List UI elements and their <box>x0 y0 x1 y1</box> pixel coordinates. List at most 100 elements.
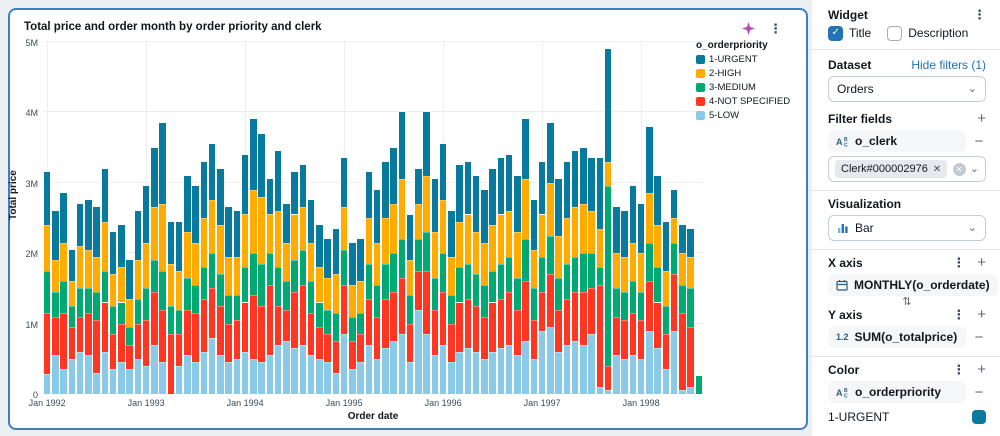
bar-segment[interactable] <box>464 348 471 394</box>
bar-segment[interactable] <box>580 203 587 254</box>
bar-segment[interactable] <box>679 284 686 314</box>
legend-item[interactable]: 1-URGENT <box>696 54 800 65</box>
legend-item[interactable]: 4-NOT SPECIFIED <box>696 96 800 107</box>
bar-segment[interactable] <box>258 133 265 197</box>
bar-segment[interactable] <box>596 386 603 394</box>
bar-segment[interactable] <box>415 309 422 394</box>
bar-segment[interactable] <box>629 186 636 243</box>
bar-segment[interactable] <box>604 390 612 394</box>
bar-segment[interactable] <box>613 288 620 317</box>
bar-segment[interactable] <box>373 284 381 317</box>
bar-segment[interactable] <box>52 291 59 317</box>
bar-segment[interactable] <box>687 288 694 328</box>
bar-segment[interactable] <box>431 277 438 310</box>
bar-segment[interactable] <box>505 291 513 345</box>
bar-segment[interactable] <box>151 207 158 261</box>
bar-segment[interactable] <box>604 186 612 366</box>
bar-segment[interactable] <box>580 253 587 292</box>
bar-segment[interactable] <box>159 309 166 363</box>
bar-segment[interactable] <box>126 298 133 328</box>
bar-segment[interactable] <box>340 249 348 285</box>
bar-segment[interactable] <box>43 225 51 271</box>
bar-segment[interactable] <box>505 256 513 292</box>
bar-segment[interactable] <box>596 284 603 387</box>
bar-segment[interactable] <box>679 225 686 254</box>
bar-segment[interactable] <box>431 232 438 278</box>
bar-segment[interactable] <box>250 295 257 359</box>
bar-segment[interactable] <box>167 334 174 394</box>
bar-segment[interactable] <box>637 320 645 359</box>
bar-segment[interactable] <box>497 348 504 394</box>
bar-segment[interactable] <box>233 210 240 257</box>
bar-segment[interactable] <box>439 291 447 345</box>
bar-segment[interactable] <box>109 274 117 306</box>
bar-segment[interactable] <box>448 362 455 394</box>
bar-segment[interactable] <box>85 313 92 356</box>
bar-segment[interactable] <box>175 334 183 366</box>
bar-segment[interactable] <box>654 225 661 268</box>
bar-segment[interactable] <box>93 320 100 373</box>
bar-segment[interactable] <box>299 344 306 394</box>
title-checkbox-box[interactable] <box>828 25 843 41</box>
bar-segment[interactable] <box>670 218 678 243</box>
bar-segment[interactable] <box>43 172 51 226</box>
bar-segment[interactable] <box>192 284 199 314</box>
remove-color-field-button[interactable]: − <box>974 383 984 401</box>
bar-segment[interactable] <box>299 207 306 250</box>
bar-segment[interactable] <box>241 302 249 352</box>
bar-segment[interactable] <box>175 221 183 271</box>
bar-segment[interactable] <box>596 158 603 229</box>
bar-segment[interactable] <box>266 179 273 215</box>
bar-segment[interactable] <box>365 172 372 218</box>
filter-value-combobox[interactable]: Clerk#000002976 ✕ ✕ ⌄ <box>828 156 986 182</box>
bar-segment[interactable] <box>109 232 117 275</box>
bar-segment[interactable] <box>225 323 232 363</box>
bar-segment[interactable] <box>60 313 67 370</box>
bar-segment[interactable] <box>134 323 141 359</box>
bar-segment[interactable] <box>118 302 125 324</box>
bar-segment[interactable] <box>530 320 537 359</box>
bar-segment[interactable] <box>357 239 364 282</box>
bar-segment[interactable] <box>406 362 414 394</box>
bar-segment[interactable] <box>233 358 240 394</box>
bar-segment[interactable] <box>85 249 92 289</box>
bar-segment[interactable] <box>85 200 92 250</box>
clear-filter-icon[interactable]: ✕ <box>952 162 966 176</box>
bar-segment[interactable] <box>563 298 570 345</box>
bar-segment[interactable] <box>406 295 414 324</box>
y-axis-field-pill[interactable]: 1.2 SUM(o_totalprice) <box>828 326 966 348</box>
title-checkbox[interactable]: Title <box>828 25 871 41</box>
assistant-sparkle-icon[interactable] <box>742 22 755 35</box>
bar-segment[interactable] <box>456 351 463 394</box>
remove-filter-field-button[interactable]: − <box>974 132 984 150</box>
bar-segment[interactable] <box>167 306 174 335</box>
visualization-select[interactable]: Bar ⌄ <box>828 215 986 241</box>
bar-segment[interactable] <box>687 228 694 257</box>
bar-segment[interactable] <box>307 281 315 314</box>
bar-segment[interactable] <box>184 175 191 233</box>
bar-segment[interactable] <box>373 242 381 285</box>
bar-segment[interactable] <box>101 351 108 394</box>
bar-segment[interactable] <box>423 112 430 176</box>
bar-segment[interactable] <box>200 267 207 299</box>
bar-segment[interactable] <box>382 161 389 218</box>
plot-area[interactable] <box>43 41 703 394</box>
bar-segment[interactable] <box>217 355 224 394</box>
bar-segment[interactable] <box>126 369 133 394</box>
description-checkbox[interactable]: Description <box>887 25 968 41</box>
bar-segment[interactable] <box>68 306 75 328</box>
bar-segment[interactable] <box>431 179 438 233</box>
legend-item[interactable]: 2-HIGH <box>696 68 800 79</box>
bar-segment[interactable] <box>448 323 455 363</box>
bar-segment[interactable] <box>464 298 471 349</box>
add-color-field-button[interactable]: + <box>977 361 986 378</box>
bar-segment[interactable] <box>654 175 661 226</box>
bar-segment[interactable] <box>184 232 191 278</box>
bar-segment[interactable] <box>365 344 372 394</box>
bar-segment[interactable] <box>175 270 183 310</box>
bar-segment[interactable] <box>464 263 471 299</box>
bar-segment[interactable] <box>571 256 579 292</box>
bar-segment[interactable] <box>464 214 471 264</box>
bar-segment[interactable] <box>670 242 678 275</box>
bar-segment[interactable] <box>423 270 430 335</box>
